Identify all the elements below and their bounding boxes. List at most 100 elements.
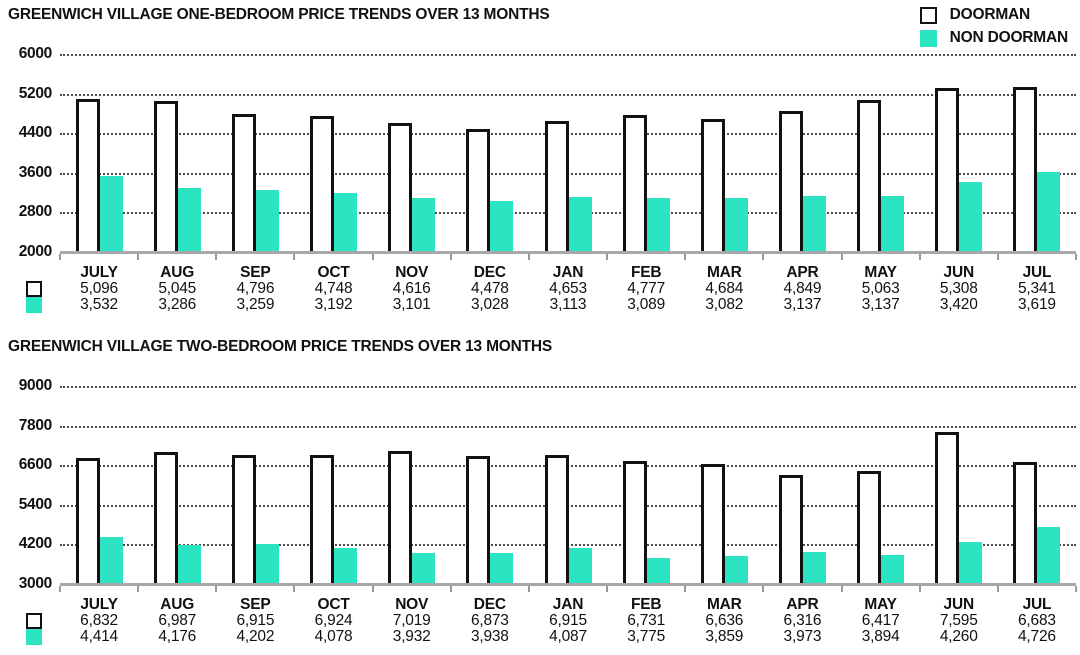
non-doorman-bar <box>802 551 826 584</box>
month-label: NOV <box>395 596 429 613</box>
non-doorman-value: 3,973 <box>783 628 822 645</box>
y-tick-label: 6600 <box>18 456 53 474</box>
bar-group-jan <box>529 54 607 252</box>
doorman-value: 7,019 <box>392 612 431 629</box>
non-doorman-bar <box>881 195 905 252</box>
month-label: APR <box>786 264 819 281</box>
doorman-row-swatch <box>8 281 60 297</box>
doorman-bar <box>466 456 491 584</box>
doorman-value: 4,796 <box>236 280 275 297</box>
month-label: JUN <box>943 596 975 613</box>
doorman-value: 6,924 <box>314 612 353 629</box>
bar-group-aug <box>138 386 216 584</box>
month-label: MAY <box>864 596 897 613</box>
bar-group-sep <box>216 386 294 584</box>
doorman-value: 4,748 <box>314 280 353 297</box>
bar-group-oct <box>294 386 372 584</box>
month-label: JAN <box>552 264 584 281</box>
doorman-value: 4,777 <box>627 280 666 297</box>
x-axis-tick <box>684 254 687 260</box>
non-doorman-value: 3,938 <box>470 628 509 645</box>
bar-group-feb <box>607 54 685 252</box>
legend-item-non-doorman: NON DOORMAN <box>919 29 1068 47</box>
one-bedroom-y-axis: 2000 2800 3600 4400 5200 6000 <box>8 45 60 260</box>
table-corner-spacer <box>8 265 60 281</box>
month-label: JAN <box>552 596 584 613</box>
bar-group-july <box>60 386 138 584</box>
doorman-value: 4,849 <box>783 280 822 297</box>
doorman-bar <box>153 452 178 584</box>
non-doorman-bar <box>99 176 123 252</box>
non-doorman-bar <box>99 537 123 584</box>
non-doorman-bar <box>412 553 436 584</box>
bar-group-nov <box>373 386 451 584</box>
gridline <box>60 93 1076 96</box>
x-axis-tick <box>684 586 687 592</box>
month-label: MAR <box>706 596 742 613</box>
x-axis-tick <box>840 586 843 592</box>
doorman-bar <box>857 471 882 584</box>
x-axis-tick <box>762 586 765 592</box>
doorman-swatch-icon <box>919 6 937 24</box>
y-tick-label: 3600 <box>18 163 53 181</box>
x-axis-tick <box>606 586 609 592</box>
non-doorman-bar <box>568 548 592 584</box>
bar-group-feb <box>607 386 685 584</box>
legend-doorman-label: DOORMAN <box>949 6 1031 23</box>
non-doorman-bar <box>802 195 826 252</box>
non-doorman-value: 4,414 <box>80 628 118 645</box>
two-bedroom-chart: 3000 4200 5400 6600 7800 9000 <box>8 377 1077 592</box>
x-axis-tick <box>215 254 218 260</box>
month-label: MAR <box>706 264 742 281</box>
bar-group-oct <box>294 54 372 252</box>
x-axis-tick <box>449 586 452 592</box>
x-axis-tick <box>1075 254 1077 260</box>
doorman-value: 6,636 <box>705 612 744 629</box>
doorman-bar <box>935 432 960 584</box>
bar-group-jul <box>998 386 1076 584</box>
doorman-bar <box>778 110 803 252</box>
doorman-bar <box>778 474 803 584</box>
doorman-value: 4,684 <box>705 280 744 297</box>
doorman-value: 6,915 <box>236 612 275 629</box>
non-doorman-value: 4,260 <box>939 628 978 645</box>
y-tick-label: 5400 <box>18 495 53 513</box>
x-axis-tick <box>840 254 843 260</box>
non-doorman-value: 3,259 <box>236 296 275 313</box>
doorman-bar <box>388 451 413 584</box>
non-doorman-value: 4,726 <box>1018 628 1056 645</box>
bar-group-jun <box>920 386 998 584</box>
one-bedroom-chart-title: GREENWICH VILLAGE ONE-BEDROOM PRICE TREN… <box>8 6 550 23</box>
non-doorman-bar <box>177 188 201 252</box>
gridline <box>60 54 1076 56</box>
doorman-bar <box>153 101 178 252</box>
doorman-value: 5,308 <box>939 280 978 297</box>
doorman-bar <box>388 122 413 252</box>
non-doorman-value: 3,082 <box>705 296 744 313</box>
x-axis-tick <box>59 254 61 260</box>
doorman-value: 6,417 <box>861 612 900 629</box>
non-doorman-value: 3,775 <box>627 628 666 645</box>
doorman-value: 6,873 <box>470 612 509 629</box>
doorman-value: 4,616 <box>392 280 431 297</box>
month-label: JUL <box>1022 596 1052 613</box>
bar-groups <box>60 54 1076 252</box>
non-doorman-bar <box>334 193 358 252</box>
doorman-bar <box>544 120 569 252</box>
x-axis-tick <box>606 254 609 260</box>
non-doorman-row-swatch <box>8 629 60 645</box>
month-label: FEB <box>630 596 662 613</box>
x-axis-tick <box>137 586 140 592</box>
month-label: FEB <box>630 264 662 281</box>
non-doorman-bar <box>881 554 905 584</box>
legend-item-doorman: DOORMAN <box>919 6 1068 24</box>
one-bedroom-chart: 2000 2800 3600 4400 5200 6000 <box>8 45 1077 260</box>
month-label: DEC <box>473 264 506 281</box>
gridline <box>60 386 1076 388</box>
month-label: JULY <box>80 596 118 613</box>
bar-group-jul <box>998 54 1076 252</box>
non-doorman-bar <box>724 555 748 584</box>
doorman-bar <box>1013 86 1038 252</box>
table-corner-spacer <box>8 597 60 613</box>
two-bedroom-chart-section: GREENWICH VILLAGE TWO-BEDROOM PRICE TREN… <box>8 338 1077 645</box>
